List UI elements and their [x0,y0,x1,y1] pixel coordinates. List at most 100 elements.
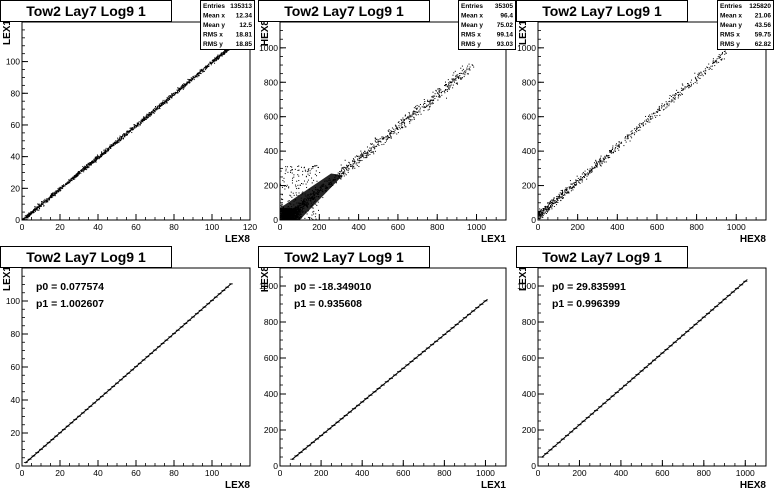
scatter-point [36,207,38,209]
scatter-point [405,126,407,128]
scatter-point [28,214,30,216]
x-tick-label: 100 [205,222,219,232]
scatter-point [288,187,290,189]
scatter-point [33,208,35,210]
scatter-point [111,144,113,146]
scatter-point [585,174,587,176]
scatter-point [435,95,437,97]
scatter-point [307,216,309,218]
scatter-point [201,69,203,71]
scatter-point [187,82,189,84]
scatter-point [654,112,656,114]
y-tick-label: 400 [264,389,278,399]
scatter-point [456,76,458,78]
scatter-point [94,161,96,163]
scatter-point [50,195,52,197]
scatter-point [382,138,384,140]
scatter-point [428,108,430,110]
y-tick-label: 20 [11,428,21,438]
scatter-point [664,103,666,105]
scatter-point [37,204,39,206]
scatter-point [561,196,563,198]
scatter-point [172,93,174,95]
scatter-point [88,164,90,166]
scatter-point [412,111,414,113]
scatter-point [419,109,421,111]
scatter-point [557,199,559,201]
scatter-point [299,184,301,186]
scatter-point [691,79,693,81]
scatter-point [164,101,166,103]
title-box [258,246,430,268]
scatter-point [567,190,569,192]
scatter-point [26,219,28,220]
y-axis-label: LEX1 [2,266,13,291]
scatter-point [296,188,298,190]
scatter-point [197,76,199,78]
scatter-point [404,114,406,116]
scatter-point [137,122,139,124]
scatter-point [297,195,299,197]
scatter-point [84,169,86,171]
scatter-point [374,138,376,140]
scatter-point [445,97,447,99]
scatter-point [197,74,199,76]
scatter-point [171,94,173,96]
scatter-point [294,168,296,170]
scatter-point [543,209,545,211]
stats-value: 62.82 [755,41,772,48]
scatter-point [405,118,407,120]
scatter-point [214,58,216,60]
scatter-point [360,160,362,162]
scatter-point [460,77,462,79]
scatter-point [599,158,601,160]
scatter-point [574,184,576,186]
scatter-point [444,81,446,83]
scatter-point [402,122,404,124]
scatter-point [214,57,216,59]
scatter-point [126,134,128,136]
scatter-point [103,152,105,154]
scatter-point [81,170,83,172]
scatter-point [559,192,561,194]
y-axis-label: HEX8 [260,20,271,47]
scatter-point [642,124,644,126]
stats-value: 12.5 [239,22,252,29]
x-tick-label: 20 [55,468,65,478]
scatter-point [445,84,447,86]
scatter-point [404,126,406,128]
scatter-point [174,93,176,95]
scatter-point [429,101,431,103]
scatter-point [672,94,674,96]
scatter-point [546,211,548,213]
scatter-point [540,215,542,217]
scatter-point [188,79,190,81]
scatter-point [677,91,679,93]
scatter-point [538,217,540,219]
scatter-point [58,189,60,191]
scatter-point [32,211,34,213]
scatter-point [169,97,171,99]
scatter-point [654,115,656,117]
y-tick-label: 100 [6,296,20,306]
scatter-point [636,129,638,131]
scatter-point [351,164,353,166]
scatter-point [129,127,131,129]
scatter-point [131,128,133,130]
scatter-point [573,185,575,187]
scatter-point [618,144,620,146]
scatter-point [74,178,76,180]
scatter-point [72,177,74,179]
scatter-point [556,200,558,202]
scatter-point [549,205,551,207]
scatter-point [195,75,197,77]
scatter-point [217,55,219,57]
scatter-point [37,203,39,205]
scatter-point [439,91,441,93]
scatter-point [150,113,152,115]
scatter-point [81,169,83,171]
scatter-point [312,211,314,213]
scatter-point [218,54,220,56]
scatter-point [373,153,375,155]
